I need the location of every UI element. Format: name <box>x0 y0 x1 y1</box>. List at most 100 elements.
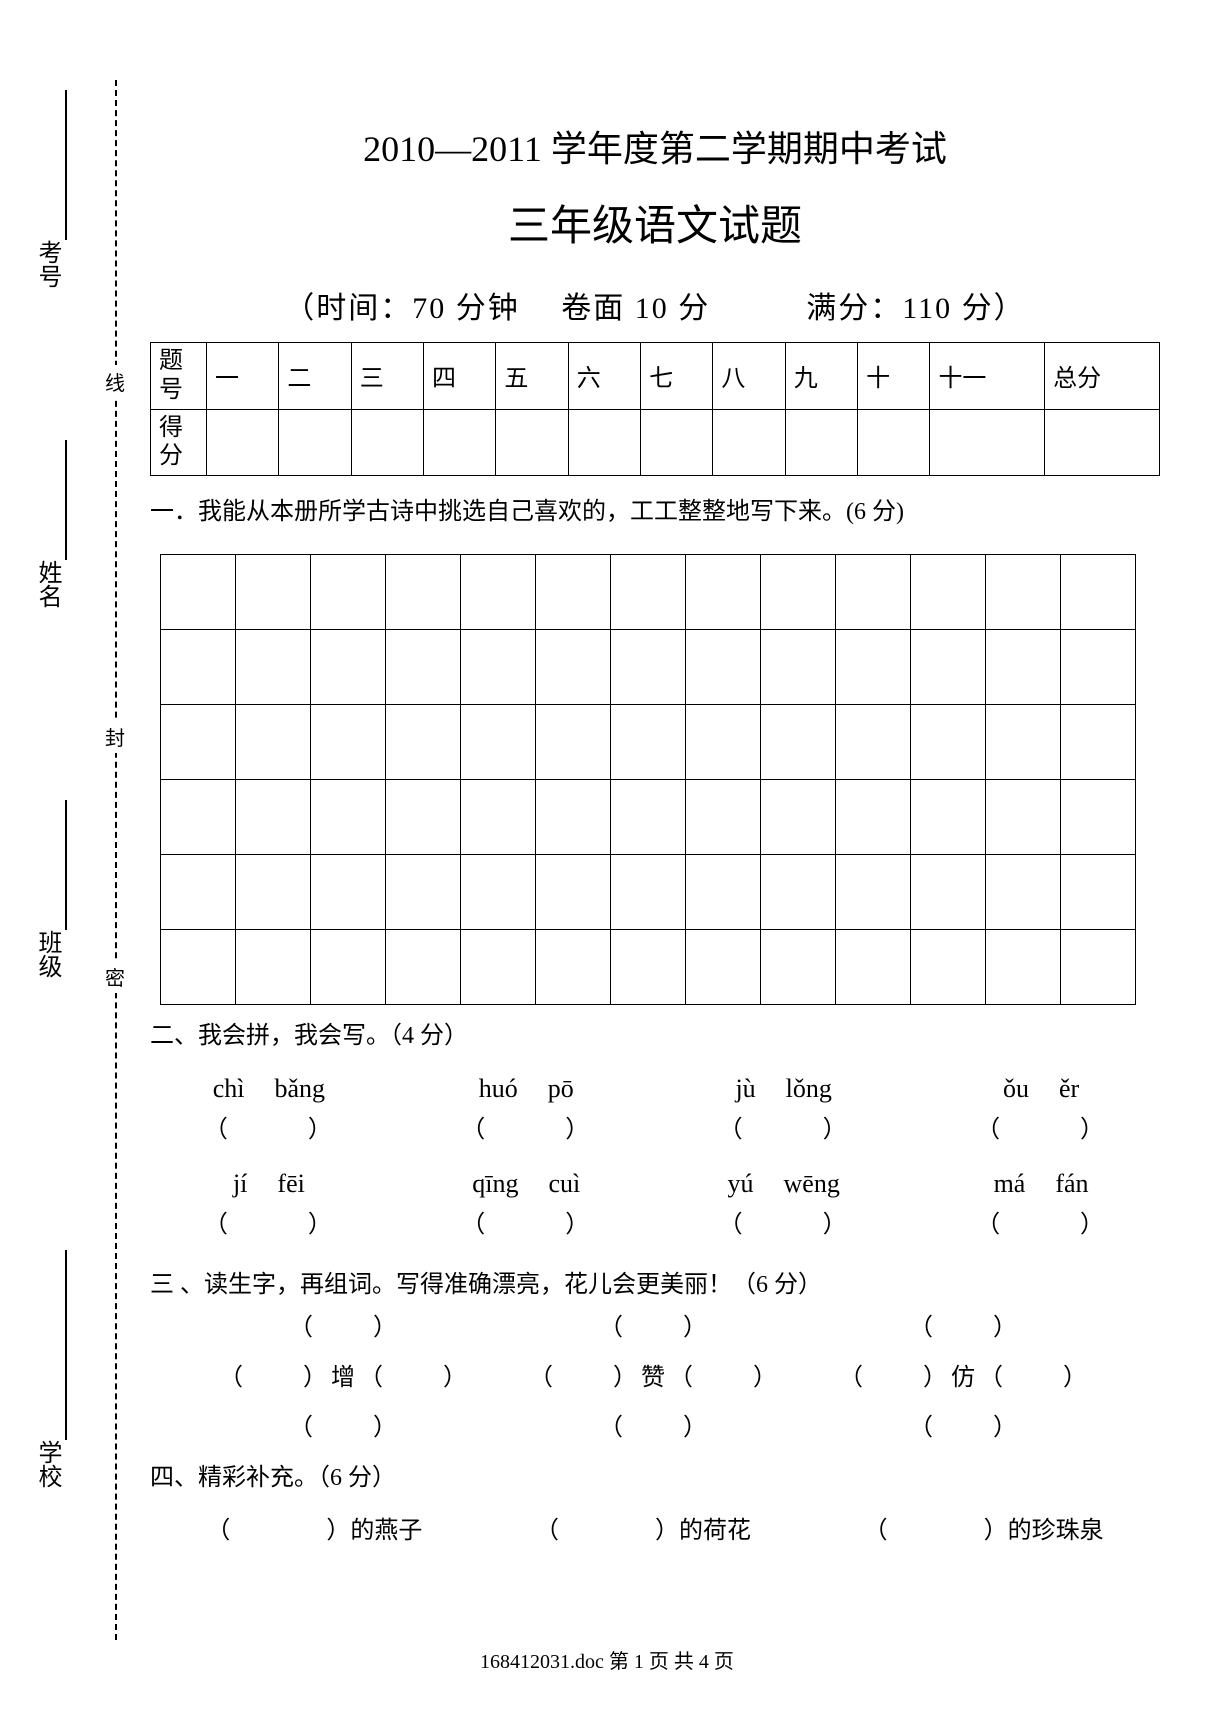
grid-cell <box>761 855 836 930</box>
score-col: 十一 <box>930 343 1045 410</box>
fill-item: （ ）的荷花 <box>535 1510 751 1545</box>
pinyin-group: huó pō <box>417 1074 635 1104</box>
grid-cell <box>236 780 311 855</box>
margin-label-xuexiao: 学校 <box>30 1440 65 1488</box>
grid-cell <box>911 930 986 1005</box>
pinyin-row-2: jí fēi qīng cuì yú wēng má fán <box>150 1169 1160 1199</box>
section-3-row-2: （ ）增（ ） （ ）赞（ ） （ ）仿（ ） <box>150 1357 1160 1392</box>
paren-group: （ ） <box>932 1109 1150 1144</box>
score-col: 四 <box>424 343 496 410</box>
margin-label-kaohao: 考号 <box>30 240 65 288</box>
grid-cell <box>1061 930 1136 1005</box>
grid-cell <box>836 780 911 855</box>
grid-cell <box>686 780 761 855</box>
grid-cell <box>836 855 911 930</box>
pinyin: fán <box>1055 1169 1088 1199</box>
score-col: 五 <box>496 343 568 410</box>
underline-kaohao <box>65 90 67 240</box>
grid-cell <box>911 555 986 630</box>
grid-cell <box>986 555 1061 630</box>
pinyin: jù <box>735 1074 755 1104</box>
pinyin: chì <box>213 1074 245 1104</box>
grid-cell <box>461 855 536 930</box>
score-col: 九 <box>785 343 857 410</box>
grid-cell <box>911 630 986 705</box>
exam-page: 考号 姓名 班级 学校 线 封 密 2010—2011 学年度第二学期期中考试 … <box>0 0 1214 1719</box>
grid-cell <box>1061 780 1136 855</box>
grid-cell <box>461 780 536 855</box>
grid-cell <box>161 855 236 930</box>
section-4-title: 四、精彩补充。（6 分） <box>150 1457 1160 1500</box>
word-item: （ ）仿（ ） <box>839 1357 1091 1392</box>
pinyin: jí <box>233 1169 247 1199</box>
grid-cell <box>836 630 911 705</box>
pinyin: huó <box>479 1074 518 1104</box>
fill-item: （ ）的燕子 <box>206 1510 422 1545</box>
grid-cell <box>311 780 386 855</box>
word-item: （ ） <box>599 1307 711 1342</box>
pinyin-block: chì bǎng huó pō jù lǒng ǒu ěr （ ） （ <box>150 1074 1160 1239</box>
word-item: （ ） <box>909 1307 1021 1342</box>
score-table: 题号 一 二 三 四 五 六 七 八 九 十 十一 总分 得分 <box>150 342 1160 476</box>
grid-cell <box>611 930 686 1005</box>
score-col: 一 <box>207 343 279 410</box>
score-cell <box>785 409 857 476</box>
score-cell <box>568 409 640 476</box>
word-item: （ ） <box>289 1407 401 1442</box>
score-col: 总分 <box>1045 343 1160 410</box>
grid-cell <box>611 630 686 705</box>
grid-cell <box>611 555 686 630</box>
grid-cell <box>161 630 236 705</box>
grid-cell <box>536 855 611 930</box>
pinyin: pō <box>548 1074 574 1104</box>
grid-cell <box>161 705 236 780</box>
grid-cell <box>1061 555 1136 630</box>
grid-cell <box>761 780 836 855</box>
grid-row <box>161 780 1136 855</box>
grid-row <box>161 855 1136 930</box>
score-col: 三 <box>351 343 423 410</box>
fill-item: （ ）的珍珠泉 <box>864 1510 1104 1545</box>
grid-cell <box>236 705 311 780</box>
grid-cell <box>386 930 461 1005</box>
seal-dashed-line <box>115 80 117 1640</box>
score-cell <box>641 409 713 476</box>
word-item: （ ） <box>909 1407 1021 1442</box>
grid-cell <box>686 930 761 1005</box>
dash-label-feng: 封 <box>105 720 125 753</box>
grid-cell <box>386 555 461 630</box>
grid-cell <box>536 630 611 705</box>
grid-cell <box>236 855 311 930</box>
grid-cell <box>761 630 836 705</box>
pinyin: cuì <box>549 1169 581 1199</box>
paren-group: （ ） <box>417 1109 635 1144</box>
score-col: 八 <box>713 343 785 410</box>
grid-cell <box>461 705 536 780</box>
grid-cell <box>911 705 986 780</box>
exam-title-2: 三年级语文试题 <box>150 192 1160 253</box>
grid-cell <box>911 855 986 930</box>
underline-xingming <box>65 440 67 560</box>
pinyin: wēng <box>784 1169 840 1199</box>
grid-cell <box>761 555 836 630</box>
paren-group: （ ） <box>417 1204 635 1239</box>
dash-label-xian: 线 <box>105 365 125 398</box>
underline-banji <box>65 800 67 930</box>
grid-cell <box>1061 630 1136 705</box>
exam-title-1: 2010—2011 学年度第二学期期中考试 <box>150 120 1160 172</box>
score-cell <box>207 409 279 476</box>
grid-cell <box>236 930 311 1005</box>
grid-cell <box>536 930 611 1005</box>
paren-row-1: （ ） （ ） （ ） （ ） <box>150 1109 1160 1144</box>
pinyin: ěr <box>1059 1074 1079 1104</box>
grid-row <box>161 630 1136 705</box>
grid-cell <box>536 555 611 630</box>
grid-cell <box>1061 855 1136 930</box>
grid-cell <box>761 705 836 780</box>
grid-cell <box>161 780 236 855</box>
score-col: 六 <box>568 343 640 410</box>
pinyin: má <box>994 1169 1026 1199</box>
page-footer: 168412031.doc 第 1 页 共 4 页 <box>0 1645 1214 1674</box>
grid-cell <box>311 855 386 930</box>
pinyin: fēi <box>277 1169 304 1199</box>
